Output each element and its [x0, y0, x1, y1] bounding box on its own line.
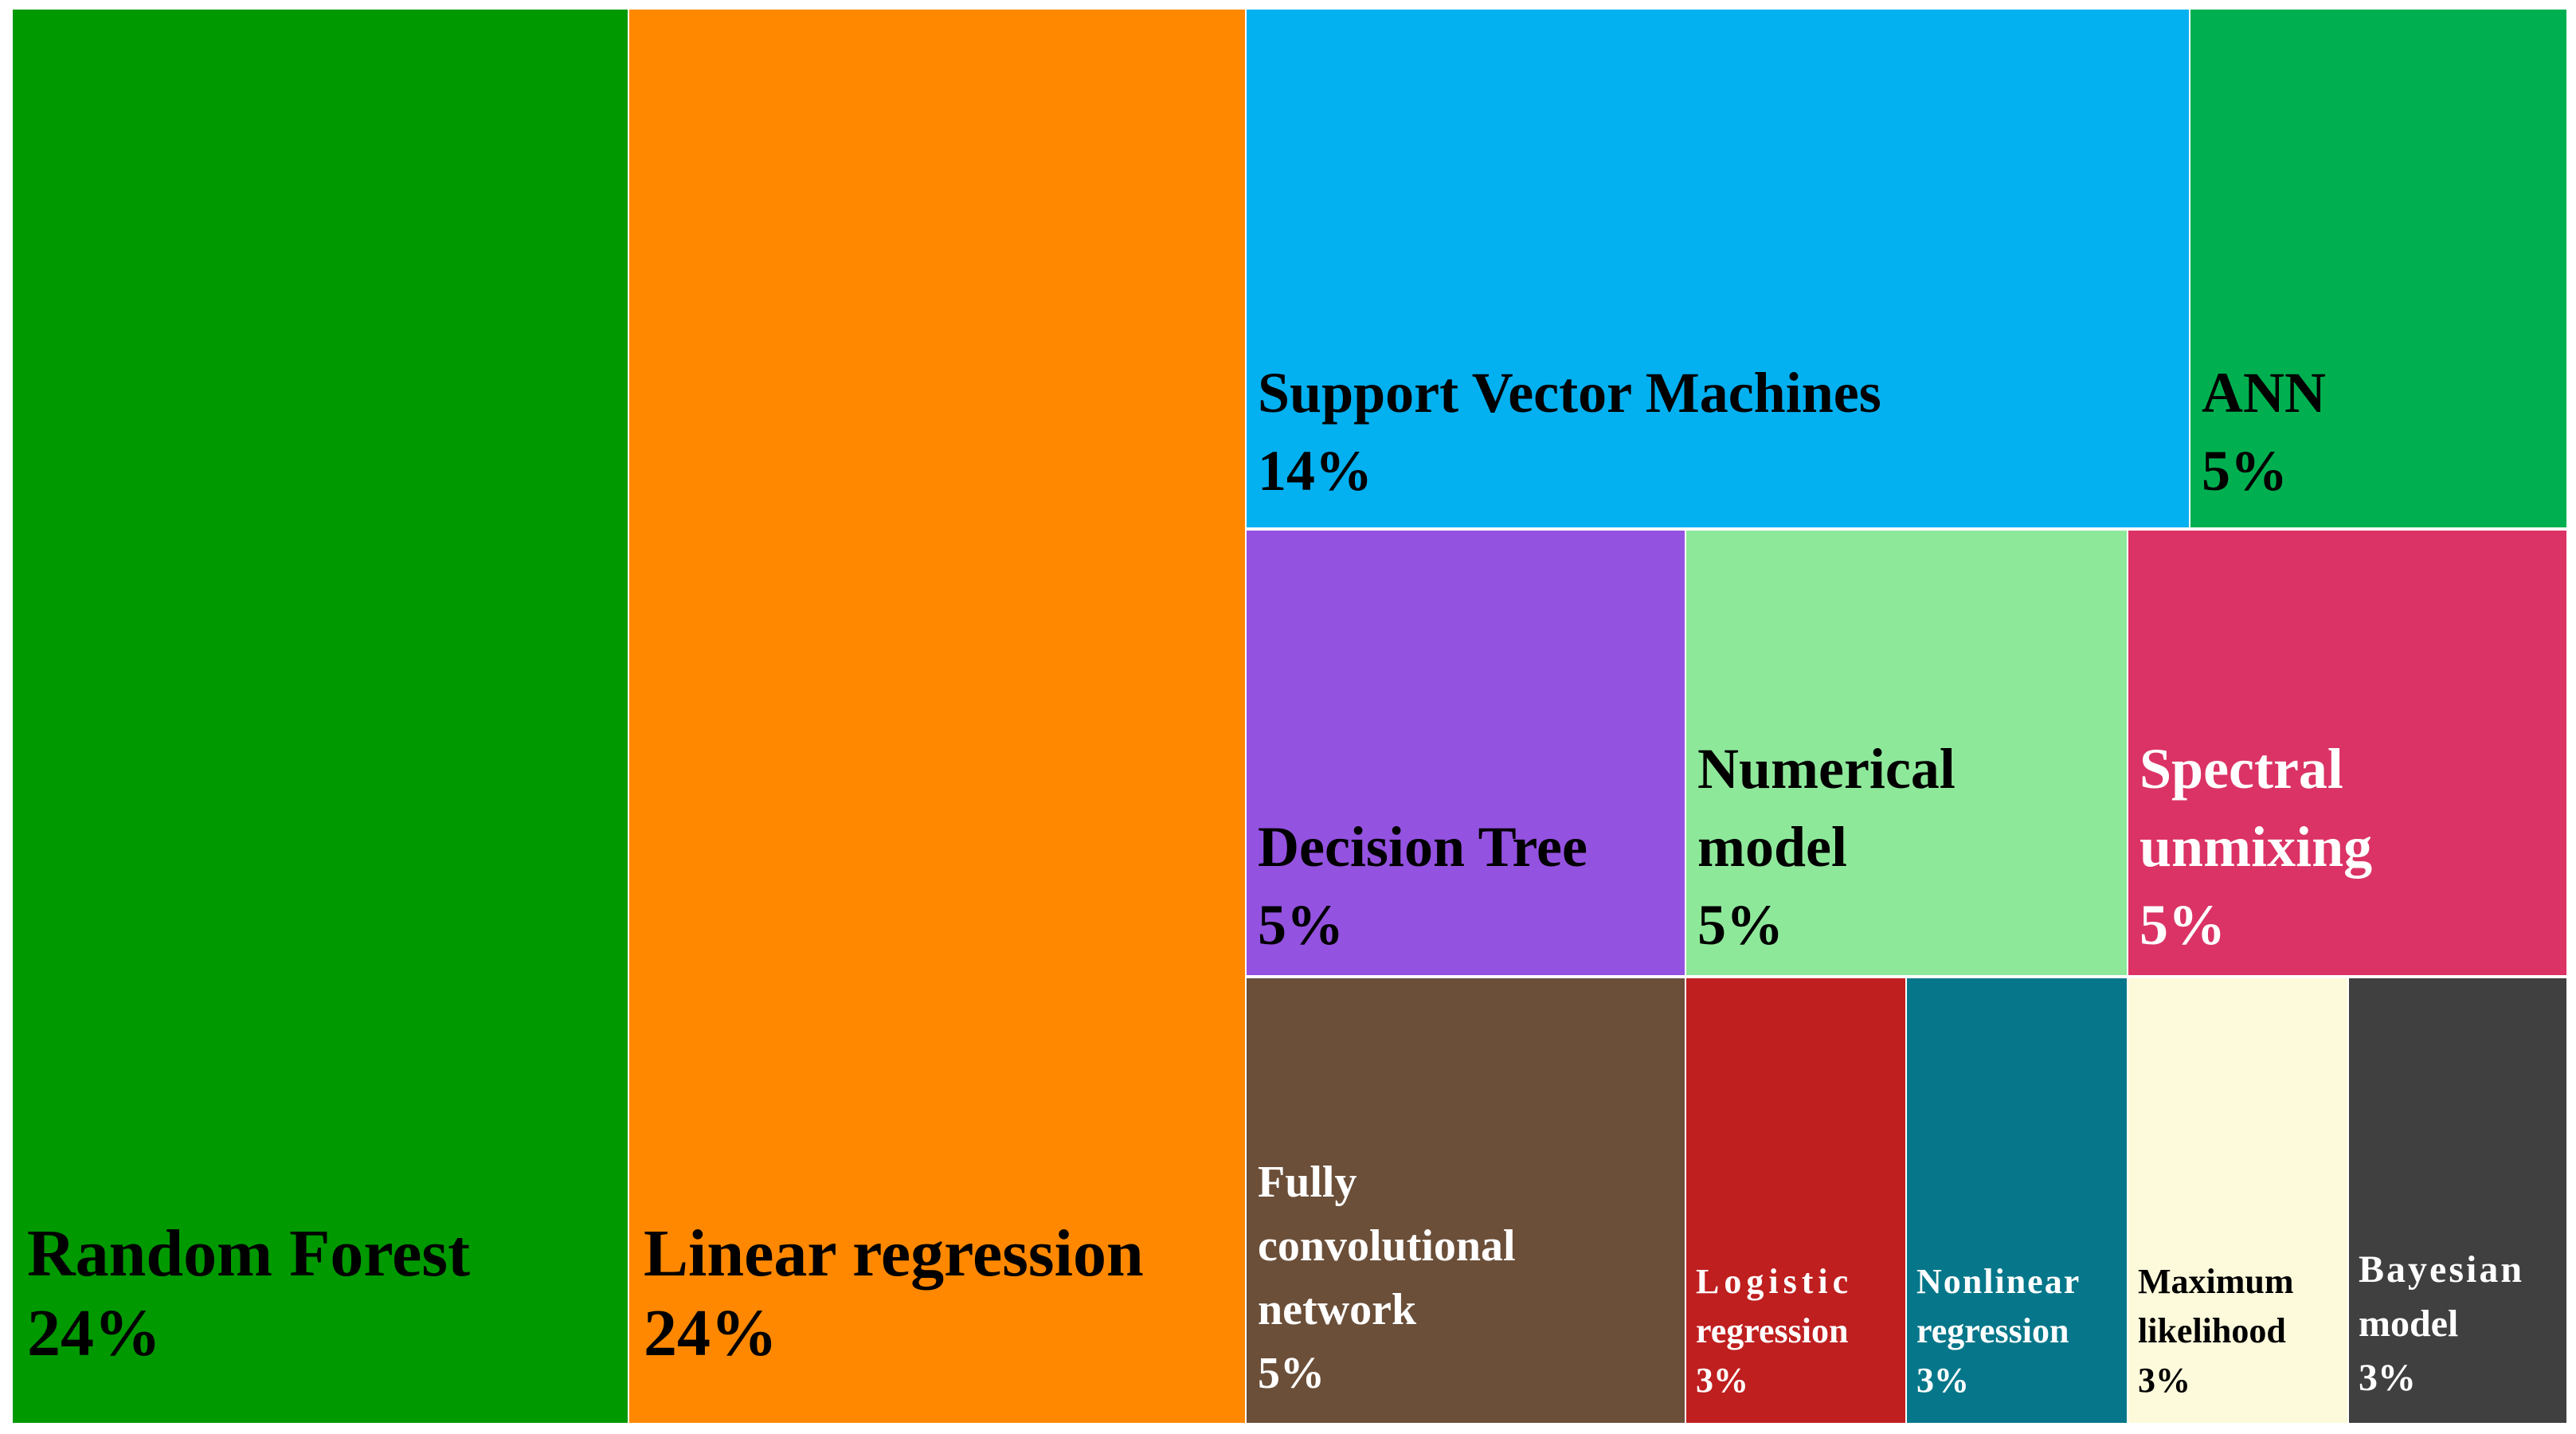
treemap-tile-fully-convolutional-network: Fully convolutional network 5% — [1247, 978, 1685, 1423]
tile-text-block: Random Forest 24% — [27, 1214, 470, 1373]
tile-value-label: 5% — [1258, 893, 1344, 957]
tile-label: Bayesian model — [2359, 1243, 2524, 1351]
tile-label-line: Logistic — [1696, 1262, 1854, 1301]
tile-value-label: 3% — [1916, 1361, 1969, 1400]
tile-label: Support Vector Machines — [1258, 354, 1881, 432]
tile-label: Logistic regression — [1696, 1257, 1853, 1356]
tile-text-block: Maximum likelihood 3% — [2138, 1257, 2294, 1405]
tile-label-line: Linear regression — [644, 1217, 1144, 1291]
tile-label-line: Decision Tree — [1258, 815, 1587, 879]
tile-label-line: network — [1258, 1285, 1417, 1334]
tile-value-label: 24% — [27, 1296, 161, 1370]
tile-label: Fully convolutional network — [1258, 1150, 1516, 1342]
tile-label: Random Forest — [27, 1214, 470, 1294]
tile-value-label: 5% — [1697, 893, 1783, 957]
tile-label: Numerical model — [1697, 730, 1955, 886]
tile-text-block: Support Vector Machines 14% — [1258, 354, 1881, 510]
tile-value-label: 24% — [644, 1296, 777, 1370]
tile-label: Nonlinear regression — [1916, 1257, 2081, 1356]
tile-label-line: Spectral — [2139, 737, 2343, 801]
tile-label-line: ANN — [2202, 361, 2326, 425]
tile-value-label: 5% — [1258, 1349, 1325, 1398]
tile-label: Maximum likelihood — [2138, 1257, 2294, 1356]
tile-value-label: 3% — [1696, 1361, 1748, 1400]
tile-label-line: Numerical — [1697, 737, 1955, 801]
tile-text-block: ANN 5% — [2202, 354, 2326, 510]
treemap-tile-nonlinear-regression: Nonlinear regression 3% — [1907, 978, 2127, 1423]
treemap-tile-maximum-likelihood: Maximum likelihood 3% — [2128, 978, 2347, 1423]
tile-label: Linear regression — [644, 1214, 1144, 1294]
treemap-tile-spectral-unmixing: Spectral unmixing 5% — [2128, 531, 2566, 975]
tile-label-line: model — [2359, 1303, 2459, 1345]
tile-label-line: unmixing — [2139, 815, 2373, 879]
treemap-tile-bayesian-model: Bayesian model 3% — [2349, 978, 2566, 1423]
tile-label-line: Random Forest — [27, 1217, 471, 1291]
tile-text-block: Logistic regression 3% — [1696, 1257, 1853, 1405]
tile-label-line: model — [1697, 815, 1847, 879]
treemap-tile-logistic-regression: Logistic regression 3% — [1686, 978, 1905, 1423]
tile-label-line: Maximum — [2138, 1262, 2294, 1301]
tile-value-label: 5% — [2139, 893, 2226, 957]
tile-label-line: likelihood — [2138, 1311, 2286, 1350]
tile-label-line: Fully — [1258, 1158, 1357, 1207]
tile-label-line: Bayesian — [2359, 1248, 2525, 1291]
treemap-tile-linear-regression: Linear regression 24% — [629, 10, 1245, 1423]
treemap-tile-ann: ANN 5% — [2190, 10, 2566, 527]
tile-label-line: Nonlinear — [1916, 1262, 2081, 1301]
tile-text-block: Nonlinear regression 3% — [1916, 1257, 2081, 1405]
tile-label: Spectral unmixing — [2139, 730, 2372, 886]
treemap-tile-numerical-model: Numerical model 5% — [1686, 531, 2127, 975]
tile-label: ANN — [2202, 354, 2326, 432]
tile-value-label: 3% — [2359, 1357, 2416, 1399]
tile-value-label: 3% — [2138, 1361, 2190, 1400]
tile-text-block: Linear regression 24% — [644, 1214, 1144, 1373]
tile-label-line: regression — [1916, 1311, 2069, 1350]
tile-text-block: Fully convolutional network 5% — [1258, 1150, 1516, 1405]
tile-text-block: Bayesian model 3% — [2359, 1243, 2524, 1405]
tile-text-block: Spectral unmixing 5% — [2139, 730, 2372, 964]
treemap-tile-decision-tree: Decision Tree 5% — [1247, 531, 1685, 975]
treemap-tile-support-vector-machines: Support Vector Machines 14% — [1247, 10, 2189, 527]
tile-label-line: convolutional — [1258, 1221, 1516, 1271]
tile-value-label: 14% — [1258, 439, 1372, 503]
tile-label-line: Support Vector Machines — [1258, 361, 1881, 425]
tile-label-line: regression — [1696, 1311, 1849, 1350]
tile-text-block: Decision Tree 5% — [1258, 808, 1587, 964]
tile-label: Decision Tree — [1258, 808, 1587, 886]
tile-text-block: Numerical model 5% — [1697, 730, 1955, 964]
tile-value-label: 5% — [2202, 439, 2288, 503]
treemap-tile-random-forest: Random Forest 24% — [13, 10, 628, 1423]
